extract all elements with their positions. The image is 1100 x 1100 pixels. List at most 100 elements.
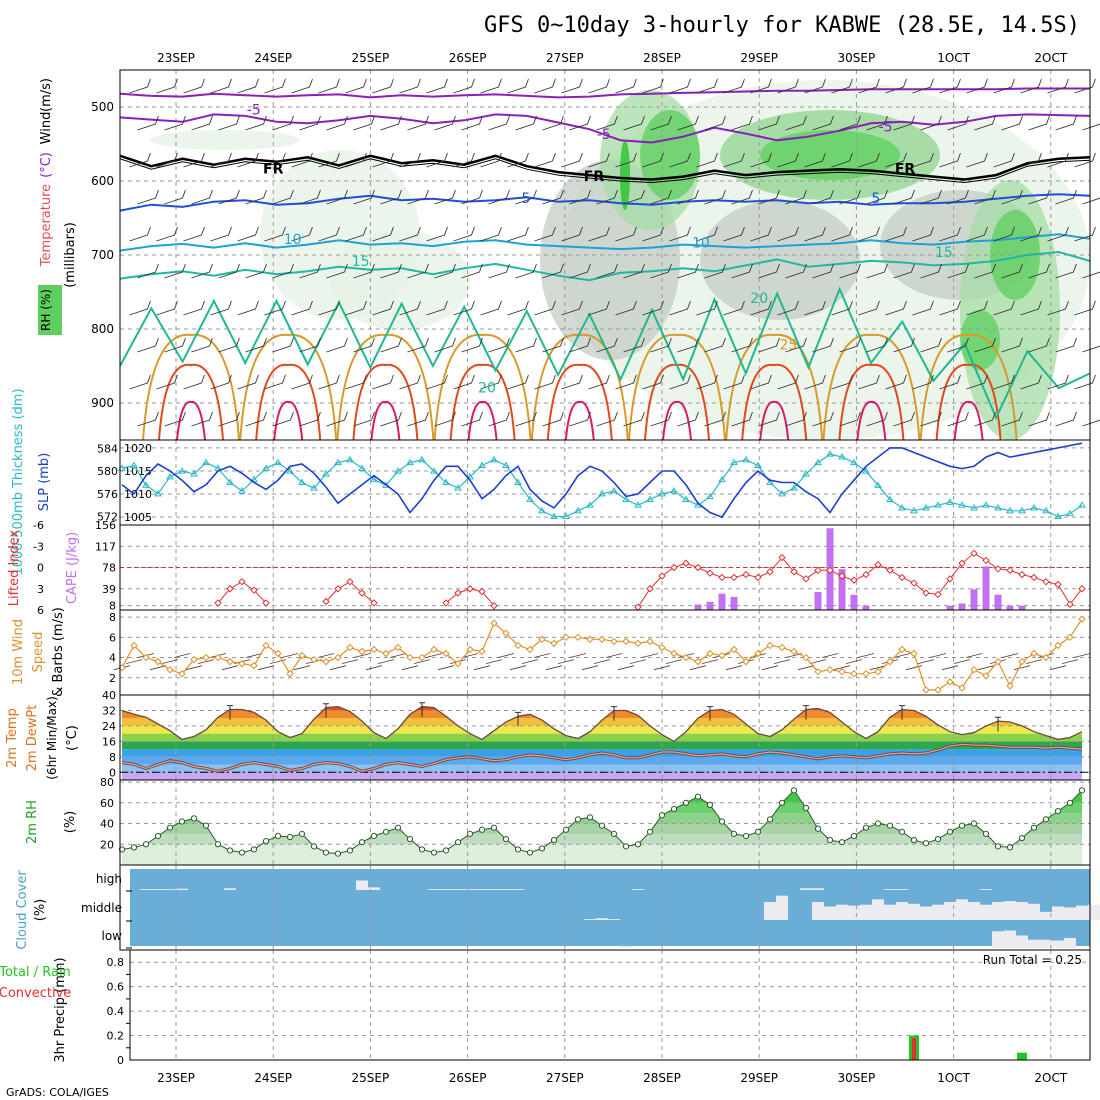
wind-barb <box>1001 411 1023 427</box>
wind-barb <box>515 337 537 353</box>
li-point <box>670 563 678 572</box>
cloud-bar-middle <box>1028 903 1040 920</box>
wind-barb <box>237 226 259 242</box>
wind-barb <box>750 374 772 390</box>
wind-barb <box>341 659 359 664</box>
wind-barb <box>941 665 959 671</box>
wind-barb <box>804 78 826 94</box>
wind-speed-point <box>178 670 186 678</box>
li-point <box>898 573 906 582</box>
rh-axis-label-b: (%) <box>63 811 78 834</box>
wind-barb <box>615 300 637 316</box>
wind-barb <box>866 337 888 353</box>
cloud-bar-middle <box>812 902 824 920</box>
wind-barb <box>1074 374 1096 390</box>
slp-line <box>121 442 1083 519</box>
wind-barb <box>183 152 205 168</box>
isotherm-30 <box>255 363 322 441</box>
wind-barb <box>137 115 159 131</box>
wind-barb <box>407 115 429 131</box>
rh-point <box>346 847 354 854</box>
wind-barb <box>542 411 564 427</box>
wind-barb <box>218 263 240 279</box>
rh-point <box>922 840 930 847</box>
isotherm-25 <box>530 333 629 441</box>
li-point <box>730 573 738 582</box>
temp-minmax-bar <box>227 705 233 720</box>
wind-barb <box>437 665 455 671</box>
wind-barb <box>137 411 159 427</box>
thickness-point <box>550 512 558 519</box>
wind-barb <box>812 337 834 353</box>
rh-point <box>1042 816 1050 823</box>
wind-barb <box>669 374 691 390</box>
dewpoint-line <box>121 743 1083 772</box>
wind-speed-point <box>934 686 942 694</box>
rh-point <box>166 824 174 831</box>
wind-barb <box>1082 419 1100 427</box>
precip-convective-bar <box>912 1038 916 1060</box>
wind-barb <box>534 300 556 316</box>
thickness-point <box>874 481 882 488</box>
isotherm-35 <box>273 400 304 441</box>
wind-barb <box>893 189 915 205</box>
cape-tick: 8 <box>109 600 116 613</box>
wind-speed-point <box>358 647 366 656</box>
wind-barb <box>696 152 718 168</box>
wind-speed-point <box>1030 649 1038 658</box>
wind-barb <box>617 665 635 671</box>
thickness-point <box>406 458 414 466</box>
wind-barb <box>380 411 402 427</box>
wind-barb <box>291 374 313 390</box>
wind-barb <box>218 189 240 205</box>
wind-barb <box>893 115 915 131</box>
wind-barb <box>677 337 699 353</box>
temp-band <box>122 756 1082 765</box>
isotherm-25 <box>239 333 338 441</box>
li-tick: 6 <box>37 604 44 617</box>
contour-label: 20 <box>750 291 768 307</box>
wind-barb <box>345 374 367 390</box>
wind-barb <box>507 226 529 242</box>
wind-speed-point <box>562 633 570 642</box>
temp-minmax-bar <box>515 711 521 727</box>
wind-barb <box>245 337 267 353</box>
wind-barb <box>1082 271 1100 279</box>
temp-band <box>122 741 1082 750</box>
rh-point <box>766 816 774 823</box>
wind-barb <box>920 263 942 279</box>
wind-barb <box>264 300 286 316</box>
cloud-bar-middle <box>872 899 884 920</box>
wind-barb <box>345 300 367 316</box>
wind-barb <box>758 115 780 131</box>
thickness-point <box>334 458 342 466</box>
wind-barb <box>426 300 448 316</box>
thickness-point <box>934 501 942 508</box>
wind-barb <box>1073 653 1091 658</box>
wind-speed-point <box>130 641 138 650</box>
wind-barb <box>561 152 583 168</box>
wind-barb <box>389 653 407 658</box>
rh-point <box>694 793 702 800</box>
wind-barb <box>480 152 502 168</box>
li-point <box>238 577 246 586</box>
cloud-bar-middle <box>860 904 872 920</box>
thickness-axis-label: 1000-500mb Thickness (dm) <box>11 388 26 575</box>
cape-bar <box>706 601 714 610</box>
cloud-bar-high <box>428 889 440 890</box>
wind-barb <box>723 152 745 168</box>
wind-barb <box>507 152 529 168</box>
rh-point <box>406 835 414 843</box>
wind-barb <box>453 226 475 242</box>
thickness-point <box>346 455 354 463</box>
isotherm-25 <box>725 333 824 441</box>
thickness-point <box>442 478 450 485</box>
wind-speed-line <box>121 618 1083 691</box>
rh-tick: 60 <box>100 797 114 810</box>
thickness-point <box>658 489 666 497</box>
wind-barb <box>704 337 726 353</box>
upper-axis-label-part: Temperature <box>39 184 54 267</box>
wind-barb <box>1001 115 1023 131</box>
temp-band <box>122 725 1082 734</box>
li-point <box>478 587 486 596</box>
